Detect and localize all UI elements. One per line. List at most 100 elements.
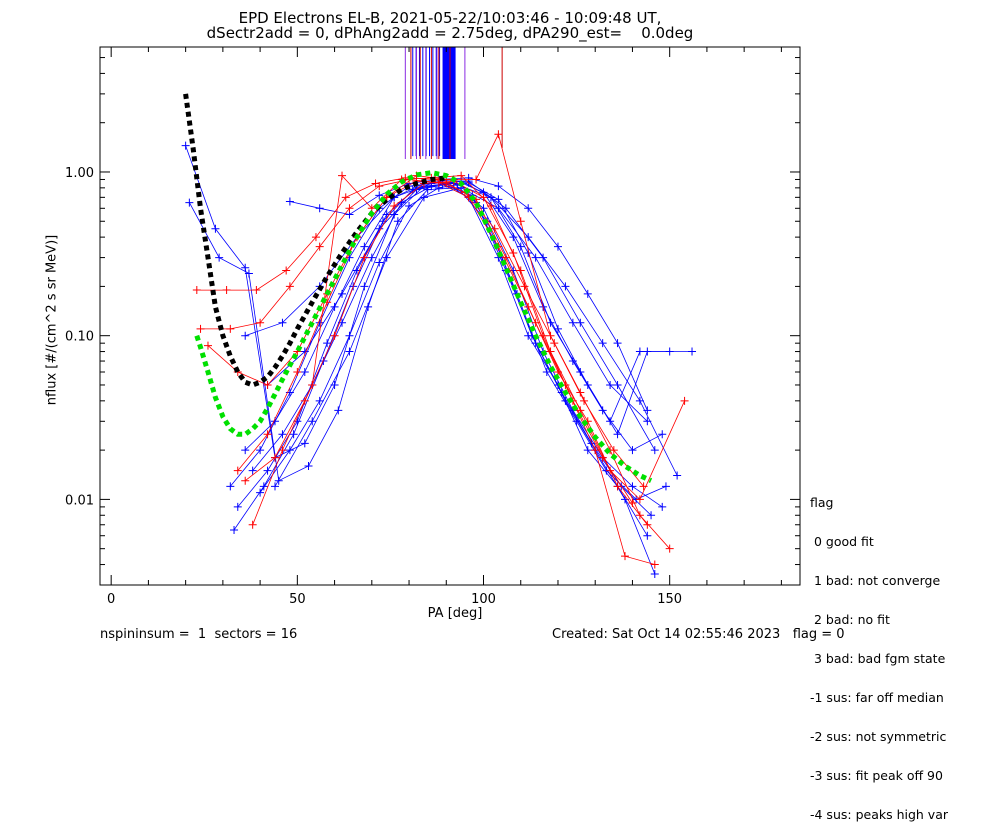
data-point — [315, 204, 324, 213]
series-line — [267, 183, 678, 476]
data-point — [486, 193, 495, 202]
series-line — [189, 187, 667, 500]
fit-curve — [183, 93, 447, 388]
data-point — [282, 266, 291, 275]
data-point — [244, 269, 253, 278]
data-point — [598, 339, 607, 348]
data-point — [509, 248, 518, 257]
flag-legend: flag 0 good fit 1 bad: not converge 2 ba… — [810, 470, 948, 834]
series-line — [245, 180, 656, 451]
x-tick-label: 0 — [107, 592, 115, 607]
data-point — [501, 253, 510, 262]
data-point — [583, 289, 592, 298]
legend-title: flag — [810, 495, 834, 510]
data-point — [293, 417, 302, 426]
footer-created: Created: Sat Oct 14 02:55:46 2023 flag =… — [552, 627, 845, 642]
data-point — [661, 482, 670, 491]
data-point — [345, 204, 354, 213]
chart-canvas: 0 50 100 150 0.01 0.10 1.00 — [65, 46, 801, 607]
data-point — [587, 439, 596, 448]
data-point — [539, 331, 548, 340]
data-point — [230, 526, 239, 535]
data-point — [241, 331, 250, 340]
legend-item: -2 sus: not symmetric — [810, 729, 947, 744]
data-point — [311, 233, 320, 242]
data-point — [494, 204, 503, 213]
legend-item: 0 good fit — [810, 534, 874, 549]
series-line — [196, 177, 644, 487]
data-point — [375, 258, 384, 267]
legend-item: -3 sus: fit peak off 90 — [810, 768, 943, 783]
footer-params: nspininsum = 1 sectors = 16 — [100, 627, 298, 642]
data-point — [405, 201, 414, 210]
data-point — [501, 204, 510, 213]
data-point — [338, 171, 347, 180]
data-point — [241, 446, 250, 455]
data-point — [308, 417, 317, 426]
data-point — [613, 380, 622, 389]
data-point — [211, 224, 220, 233]
data-point — [665, 544, 674, 553]
data-point — [226, 482, 235, 491]
data-point — [639, 482, 648, 491]
data-point — [315, 396, 324, 405]
series-line — [244, 180, 633, 504]
plot-area — [181, 47, 697, 579]
data-point — [226, 324, 235, 333]
data-point — [635, 396, 644, 405]
data-point — [367, 253, 376, 262]
data-point — [330, 331, 339, 340]
data-point — [628, 499, 637, 508]
data-point — [248, 520, 257, 529]
data-point — [360, 242, 369, 251]
data-point — [598, 453, 607, 462]
series-line — [244, 179, 663, 451]
y-axis-label: nflux [#/(cm^2 s sr MeV)] — [44, 234, 60, 406]
data-point — [196, 324, 205, 333]
data-point — [241, 476, 250, 485]
plot-content — [181, 47, 697, 579]
data-point — [650, 570, 659, 579]
data-point — [271, 482, 279, 491]
data-point — [304, 461, 313, 470]
data-point — [181, 141, 190, 150]
data-point — [360, 253, 369, 262]
data-point — [658, 502, 667, 511]
data-point — [256, 318, 265, 327]
data-point — [673, 471, 682, 480]
data-point — [341, 193, 350, 202]
axes: 0 50 100 150 0.01 0.10 1.00 — [65, 47, 800, 607]
data-point — [650, 560, 659, 569]
data-point — [583, 446, 592, 455]
data-point — [531, 253, 540, 262]
plot-frame — [99, 46, 801, 586]
series-line — [252, 174, 685, 525]
data-point — [688, 347, 697, 356]
x-tick-label: 50 — [289, 592, 306, 607]
data-point — [289, 430, 298, 439]
data-point — [546, 331, 555, 340]
data-point — [259, 482, 268, 491]
data-point — [621, 552, 629, 561]
data-point — [323, 339, 332, 348]
data-point — [524, 233, 533, 242]
data-point — [285, 446, 294, 455]
data-point — [390, 201, 399, 210]
data-point — [263, 430, 272, 439]
series-line — [229, 182, 648, 536]
data-point — [457, 171, 466, 180]
legend-item: -1 sus: far off median — [810, 690, 944, 705]
data-point — [375, 182, 384, 191]
data-point — [516, 217, 525, 226]
x-axis-label: PA [deg] — [427, 606, 483, 621]
data-point — [524, 204, 533, 213]
data-point — [628, 446, 637, 455]
data-point — [300, 396, 309, 405]
series-line — [207, 180, 655, 565]
data-point — [248, 466, 257, 475]
data-point — [278, 430, 287, 439]
data-point — [185, 198, 194, 207]
y-tick-label: 0.10 — [65, 330, 94, 345]
data-point — [278, 318, 287, 327]
data-point — [613, 482, 622, 491]
